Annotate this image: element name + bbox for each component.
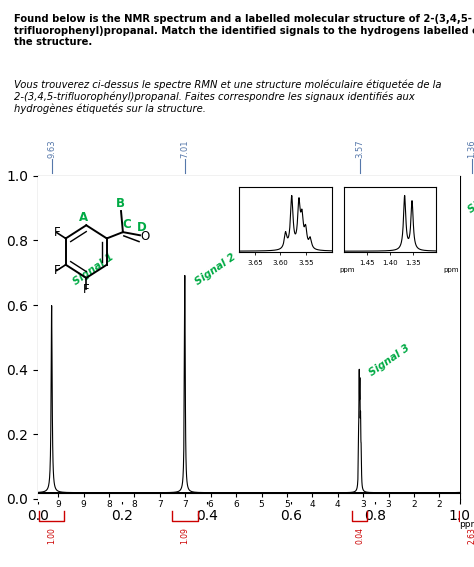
Text: 2.63: 2.63 bbox=[467, 527, 474, 544]
Text: Signal 3: Signal 3 bbox=[367, 343, 411, 378]
Text: 9.63: 9.63 bbox=[47, 139, 56, 158]
Text: A: A bbox=[79, 211, 88, 225]
Text: ppm: ppm bbox=[443, 266, 458, 273]
Text: 1.09: 1.09 bbox=[180, 527, 189, 544]
Text: B: B bbox=[116, 197, 125, 210]
Text: 7.01: 7.01 bbox=[180, 139, 189, 158]
Text: 1.00: 1.00 bbox=[47, 527, 56, 544]
Text: Vous trouverez ci-dessus le spectre RMN et une structure moléculaire étiquetée d: Vous trouverez ci-dessus le spectre RMN … bbox=[14, 79, 442, 115]
Text: Signal 4: Signal 4 bbox=[466, 180, 474, 215]
Text: 1.36: 1.36 bbox=[467, 139, 474, 158]
Text: ppm: ppm bbox=[459, 520, 474, 528]
Text: 3.57: 3.57 bbox=[355, 139, 364, 158]
Text: F: F bbox=[54, 226, 60, 239]
Text: C: C bbox=[123, 218, 131, 231]
Text: Signal 2: Signal 2 bbox=[193, 252, 237, 287]
Text: F: F bbox=[54, 264, 60, 277]
Text: D: D bbox=[137, 221, 147, 234]
Text: ppm: ppm bbox=[339, 266, 355, 273]
Text: F: F bbox=[83, 283, 90, 296]
Text: Signal 1: Signal 1 bbox=[71, 252, 115, 287]
Text: Found below is the NMR spectrum and a labelled molecular structure of 2-(3,4,5-
: Found below is the NMR spectrum and a la… bbox=[14, 14, 474, 48]
Text: O: O bbox=[141, 230, 150, 243]
Text: 0.04: 0.04 bbox=[355, 527, 364, 544]
